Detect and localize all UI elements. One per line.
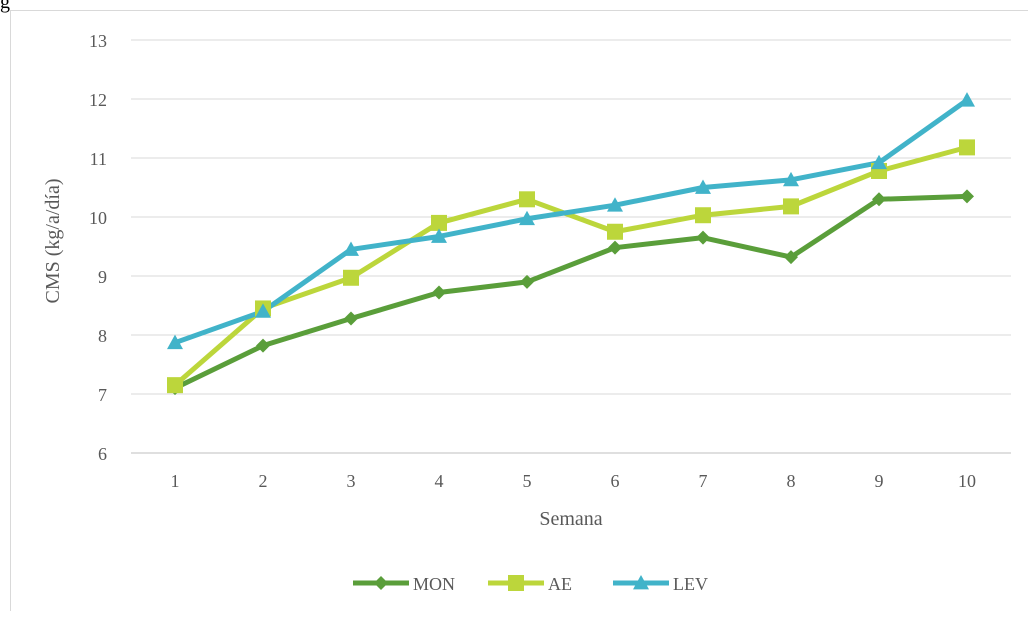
data-point-mon	[960, 189, 974, 204]
y-tick-label: 6	[98, 444, 107, 464]
data-point-lev	[255, 303, 271, 318]
data-point-lev	[343, 241, 359, 256]
x-tick-label: 3	[347, 471, 356, 491]
data-point-mon	[432, 285, 446, 300]
legend-label-mon: MON	[413, 574, 455, 594]
corner-text: g	[0, 0, 10, 13]
series-line-lev	[172, 97, 970, 346]
series-lines	[172, 97, 970, 391]
chart-frame: 6 7 8 9 10 11 12 13 1 2 3 4 5 6 7 8 9 10 Semana CMS (kg/a…	[10, 10, 1028, 611]
data-point-mon	[872, 192, 886, 207]
data-point-lev	[695, 179, 711, 194]
data-point-lev	[519, 210, 535, 226]
y-tick-label: 7	[98, 385, 107, 405]
y-tick-label: 12	[89, 90, 107, 110]
data-point-ae	[959, 139, 975, 156]
data-point-mon	[784, 250, 798, 265]
x-tick-label: 7	[699, 471, 708, 491]
x-tick-label: 6	[611, 471, 620, 491]
x-tick-label: 5	[523, 471, 532, 491]
legend-marker	[633, 575, 649, 590]
data-point-ae	[783, 198, 799, 215]
x-tick-label: 2	[259, 471, 268, 491]
data-point-mon	[608, 240, 622, 255]
y-axis-title: CMS (kg/a/día)	[42, 179, 64, 304]
legend: MON AE LEV	[353, 574, 708, 594]
y-tick-label: 13	[89, 31, 107, 51]
y-tick-label: 8	[98, 326, 107, 346]
y-tick-label: 10	[89, 208, 107, 228]
x-axis-title: Semana	[539, 508, 602, 530]
x-tick-label: 1	[171, 471, 180, 491]
legend-marker	[508, 575, 524, 591]
series-line-ae	[172, 144, 970, 388]
axis-labels: Semana CMS (kg/a/día)	[42, 179, 603, 531]
x-tick-label: 8	[787, 471, 796, 491]
series-line-mon	[172, 193, 970, 391]
data-point-lev	[959, 92, 975, 107]
legend-label-ae: AE	[548, 574, 572, 594]
data-point-lev	[431, 228, 447, 243]
data-point-ae	[607, 223, 623, 240]
data-point-mon	[696, 230, 710, 245]
data-point-ae	[343, 269, 359, 286]
x-tick-label: 9	[875, 471, 884, 491]
legend-label-lev: LEV	[673, 574, 708, 594]
data-point-ae	[431, 214, 447, 231]
data-point-lev	[783, 171, 799, 187]
y-tick-label: 9	[98, 267, 107, 287]
data-point-lev	[167, 334, 183, 350]
data-point-lev	[871, 154, 887, 170]
data-point-ae	[695, 207, 711, 224]
gridlines	[131, 39, 1011, 454]
series-markers	[167, 92, 975, 396]
y-tick-label: 11	[90, 149, 107, 169]
x-tick-label: 4	[435, 471, 444, 491]
data-point-lev	[607, 197, 623, 212]
data-point-mon	[520, 274, 534, 289]
x-tick-label: 10	[958, 471, 976, 491]
data-point-ae	[167, 377, 183, 394]
data-point-mon	[256, 338, 270, 353]
data-point-ae	[519, 191, 535, 208]
legend-marker	[374, 576, 388, 590]
data-point-mon	[344, 311, 358, 326]
